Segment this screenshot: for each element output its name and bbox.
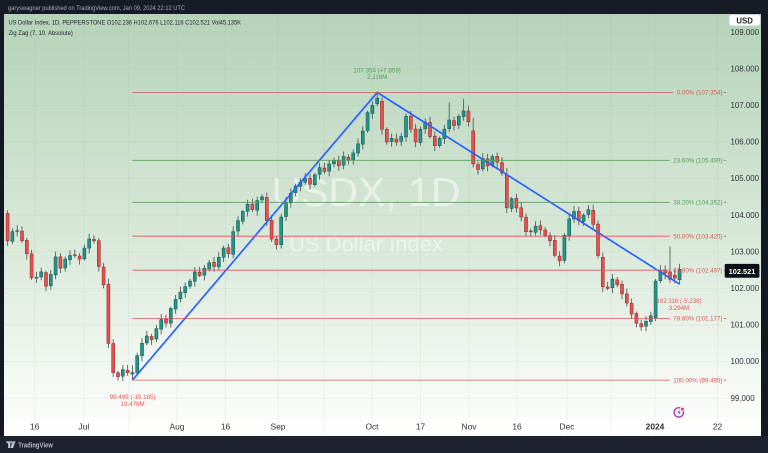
svg-text:100.000: 100.000 [731,357,760,366]
svg-text:61.80% (102.497): 61.80% (102.497) [673,267,722,274]
svg-text:99.495 (-15.185): 99.495 (-15.185) [110,394,156,401]
svg-text:109.000: 109.000 [731,28,760,37]
svg-text:Jul: Jul [79,422,90,432]
svg-text:16: 16 [512,422,522,432]
svg-text:102.521: 102.521 [729,267,756,276]
svg-text:US Dollar Index, 1D, PEPPERSTO: US Dollar Index, 1D, PEPPERSTONE O102.23… [9,20,242,27]
svg-text:107.000: 107.000 [731,101,760,110]
svg-text:2024: 2024 [646,422,665,432]
svg-text:Oct: Oct [365,422,379,432]
svg-text:108.000: 108.000 [731,64,760,73]
svg-text:38.20% (104.352): 38.20% (104.352) [673,200,722,207]
svg-text:101.000: 101.000 [731,321,760,330]
svg-text:22: 22 [713,422,723,432]
svg-text:99.000: 99.000 [731,394,756,403]
svg-text:106.000: 106.000 [731,138,760,147]
svg-text:102.116 (-5.238): 102.116 (-5.238) [656,298,701,305]
svg-text:2.118M: 2.118M [367,74,387,81]
svg-text:17: 17 [416,422,426,432]
svg-text:16: 16 [30,422,40,432]
svg-text:Aug: Aug [170,422,185,432]
svg-text:103.000: 103.000 [731,247,760,256]
svg-text:104.000: 104.000 [731,211,760,220]
svg-text:78.60% (101.177): 78.60% (101.177) [673,316,722,323]
svg-text:Zig Zag (7, 10, Absolute): Zig Zag (7, 10, Absolute) [9,30,73,37]
svg-text:TradingView: TradingView [18,441,53,450]
svg-text:Sep: Sep [271,422,286,432]
svg-text:100.00% (99.495): 100.00% (99.495) [673,377,722,384]
svg-text:107.354 (+7.859): 107.354 (+7.859) [354,68,401,75]
svg-text:Nov: Nov [462,422,478,432]
svg-text:105.000: 105.000 [731,174,760,183]
svg-text:Dec: Dec [560,422,575,432]
svg-text:US Dollar Index: US Dollar Index [289,232,443,257]
svg-text:3.294M: 3.294M [669,305,690,312]
svg-text:USD: USD [736,16,753,25]
svg-text:16: 16 [221,422,231,432]
svg-text:102.000: 102.000 [731,284,760,293]
svg-text:23.60% (105.499): 23.60% (105.499) [673,158,722,165]
svg-text:USDX, 1D: USDX, 1D [271,169,460,215]
svg-text:garyswagner published on Tradi: garyswagner published on TradingView.com… [8,5,185,12]
svg-text:19.478M: 19.478M [121,401,145,408]
svg-text:0.00% (107.354): 0.00% (107.354) [677,90,723,97]
svg-text:50.00% (103.425): 50.00% (103.425) [673,233,722,240]
